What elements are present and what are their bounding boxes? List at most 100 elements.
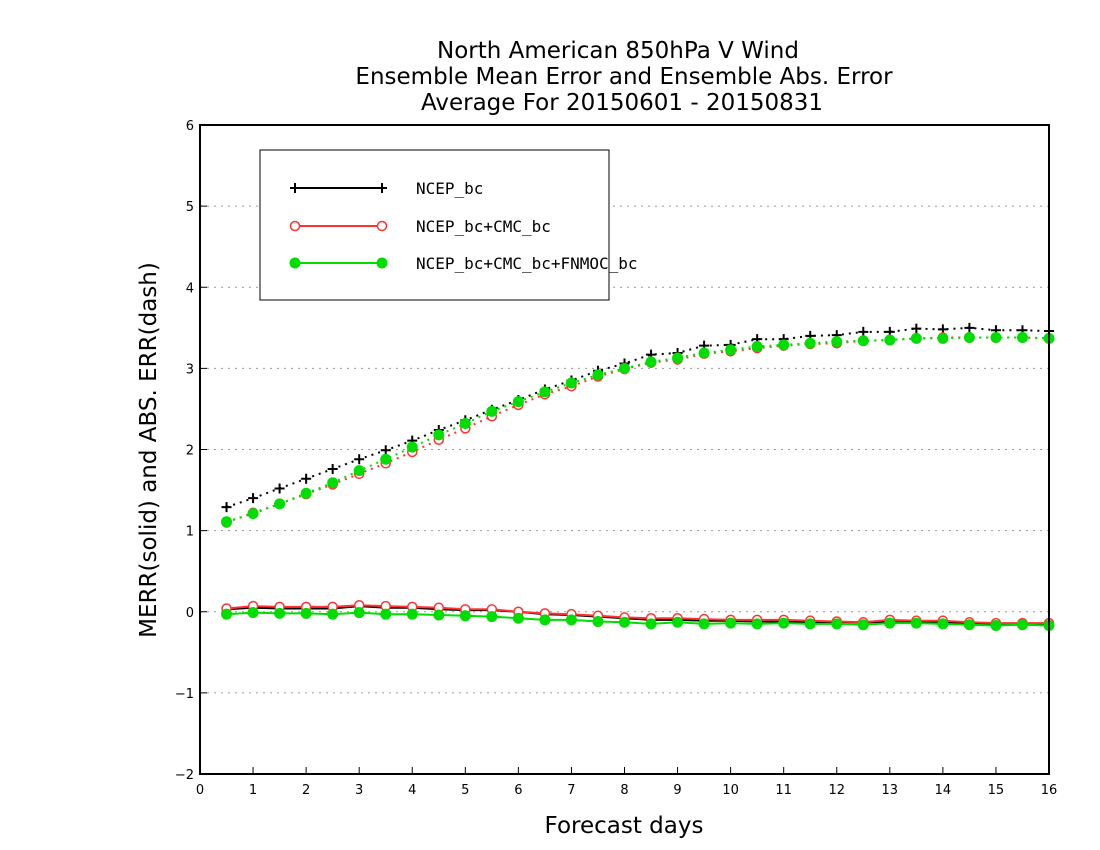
abs-err-point — [300, 487, 312, 499]
merr-point — [937, 618, 949, 630]
merr-point — [327, 608, 339, 620]
abs-err-point — [380, 445, 391, 456]
abs-err-line — [226, 336, 1050, 523]
abs-err-point — [221, 502, 232, 513]
abs-err-point — [592, 369, 604, 381]
abs-err-line — [226, 326, 1050, 509]
merr-point — [910, 617, 922, 629]
abs-err-point — [857, 335, 869, 347]
abs-err-point — [274, 483, 285, 494]
chart-title: North American 850hPa V Wind Ensemble Me… — [355, 38, 893, 116]
y-tick-label: −1 — [175, 687, 194, 702]
abs-err-point — [354, 454, 365, 465]
merr-point — [619, 616, 630, 628]
merr-point — [353, 607, 365, 619]
merr-point — [247, 607, 259, 619]
merr-point — [857, 619, 869, 631]
merr-line — [226, 605, 1050, 626]
merr-point — [380, 608, 392, 620]
abs-err-point — [619, 362, 630, 374]
legend-entry-1: NCEP_bc+CMC_bc — [289, 217, 551, 236]
merr-point — [539, 614, 551, 626]
x-tick-label: 2 — [302, 783, 310, 798]
abs-err-point — [911, 323, 922, 334]
abs-err-point — [698, 347, 710, 359]
merr-point — [592, 615, 604, 627]
legend-marker — [290, 183, 300, 193]
legend-entry-2: NCEP_bc+CMC_bc+FNMOC_bc — [289, 254, 638, 273]
abs-err-point — [380, 453, 392, 465]
legend-marker — [289, 220, 301, 232]
series-group — [221, 322, 1055, 632]
merr-point — [645, 618, 657, 630]
abs-err-line — [226, 336, 1050, 524]
abs-err-point — [486, 405, 498, 417]
x-tick-label: 9 — [673, 783, 681, 798]
abs-err-point — [831, 336, 843, 348]
legend: NCEP_bc NCEP_bc+CMC_bc NCEP_bc+CMC_bc+FNMO… — [259, 149, 638, 301]
abs-err-point — [327, 463, 338, 474]
abs-err-point — [645, 356, 657, 368]
legend-marker — [289, 257, 301, 269]
abs-err-point — [804, 337, 816, 349]
legend-marker — [376, 257, 388, 269]
merr-point — [751, 618, 763, 630]
merr-point — [1016, 619, 1028, 631]
abs-err-point — [884, 334, 896, 346]
abs-err-point — [910, 332, 922, 344]
merr-point — [698, 618, 710, 630]
abs-err-point — [406, 441, 418, 453]
y-tick-label: 6 — [186, 119, 194, 134]
merr-point — [221, 608, 233, 620]
title-line-3: Average For 20150601 - 20150831 — [421, 90, 823, 116]
abs-err-point — [512, 396, 524, 408]
abs-err-point — [565, 377, 577, 389]
legend-label: NCEP_bc+CMC_bc+FNMOC_bc — [416, 254, 638, 273]
x-tick-label: 10 — [722, 783, 739, 798]
x-tick-label: 1 — [249, 783, 257, 798]
x-tick-label: 0 — [196, 783, 204, 798]
x-tick-label: 15 — [988, 783, 1005, 798]
x-tick-label: 12 — [828, 783, 845, 798]
abs-err-point — [778, 339, 790, 351]
x-tick-label: 4 — [408, 783, 416, 798]
x-tick-label: 7 — [567, 783, 575, 798]
abs-err-point — [274, 498, 286, 510]
abs-err-point — [990, 332, 1002, 344]
y-tick-label: −2 — [175, 768, 194, 783]
y-tick-label: 4 — [186, 281, 194, 296]
merr-point — [512, 612, 524, 624]
abs-err-point — [221, 516, 233, 528]
x-tick-label: 3 — [355, 783, 363, 798]
merr-point — [990, 620, 1002, 632]
legend-label: NCEP_bc — [416, 179, 483, 198]
abs-err-point — [459, 418, 471, 430]
abs-err-point — [858, 326, 869, 337]
merr-point — [406, 608, 418, 620]
x-axis-label: Forecast days — [545, 813, 704, 839]
abs-err-point — [539, 386, 551, 398]
abs-err-point — [1016, 332, 1028, 344]
y-tick-label: 0 — [186, 606, 194, 621]
abs-err-point — [751, 340, 763, 352]
y-axis-ticks: −2 −1 0 1 2 3 4 5 6 — [175, 119, 207, 783]
x-axis-ticks: 0 1 2 3 4 5 6 7 8 9 10 11 12 13 14 15 16 — [196, 767, 1057, 798]
title-line-1: North American 850hPa V Wind — [437, 38, 799, 64]
y-axis-label: MERR(solid) and ABS. ERR(dash) — [136, 262, 162, 638]
merr-point — [565, 614, 577, 626]
merr-point — [804, 618, 816, 630]
abs-err-point — [433, 429, 445, 441]
y-tick-label: 3 — [186, 362, 194, 377]
x-tick-label: 5 — [461, 783, 469, 798]
merr-line — [226, 604, 1049, 625]
abs-err-point — [963, 332, 975, 344]
abs-err-point — [725, 344, 737, 356]
x-tick-label: 13 — [882, 783, 899, 798]
merr-point — [459, 610, 471, 622]
y-tick-label: 5 — [186, 200, 194, 215]
series-2 — [221, 332, 1055, 632]
x-tick-label: 6 — [514, 783, 522, 798]
merr-point — [831, 618, 843, 630]
x-tick-label: 11 — [775, 783, 792, 798]
